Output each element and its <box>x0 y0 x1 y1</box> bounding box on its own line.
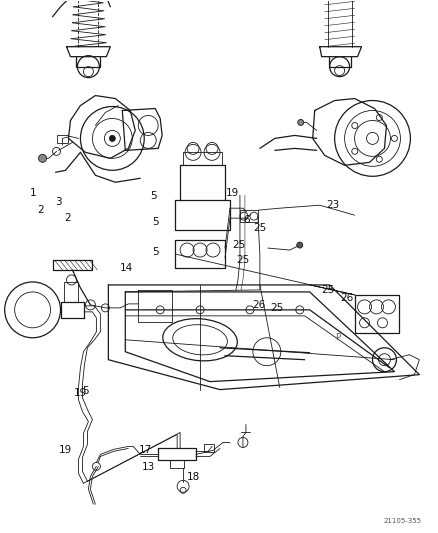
Text: 25: 25 <box>269 303 283 313</box>
Text: 5: 5 <box>152 247 158 257</box>
Circle shape <box>39 155 46 163</box>
Text: 3: 3 <box>55 197 62 207</box>
Text: 25: 25 <box>320 285 333 295</box>
Text: 17: 17 <box>138 446 152 455</box>
Text: 26: 26 <box>339 293 353 303</box>
Text: 19: 19 <box>59 446 72 455</box>
Text: 25: 25 <box>232 240 245 250</box>
Text: 25: 25 <box>236 255 249 265</box>
Circle shape <box>297 119 303 125</box>
Circle shape <box>109 135 115 141</box>
Text: 2: 2 <box>64 213 71 223</box>
Bar <box>57 135 68 143</box>
Text: 1: 1 <box>30 188 37 198</box>
Text: 13: 13 <box>141 462 155 472</box>
Bar <box>240 210 257 222</box>
Text: 26: 26 <box>252 300 265 310</box>
Text: P: P <box>334 333 339 342</box>
Text: 5: 5 <box>82 385 88 395</box>
Text: 2: 2 <box>37 205 44 215</box>
Bar <box>204 445 214 453</box>
Text: 5: 5 <box>152 217 158 227</box>
Text: 25: 25 <box>253 223 266 233</box>
Text: 23: 23 <box>325 200 339 210</box>
Text: 19: 19 <box>225 188 238 198</box>
Text: 19: 19 <box>74 387 87 398</box>
Text: 14: 14 <box>120 263 133 273</box>
Circle shape <box>296 242 302 248</box>
Text: 6: 6 <box>243 215 250 225</box>
Text: 5: 5 <box>149 191 156 201</box>
Text: 18: 18 <box>186 472 199 482</box>
Text: 21105-355: 21105-355 <box>382 518 420 524</box>
